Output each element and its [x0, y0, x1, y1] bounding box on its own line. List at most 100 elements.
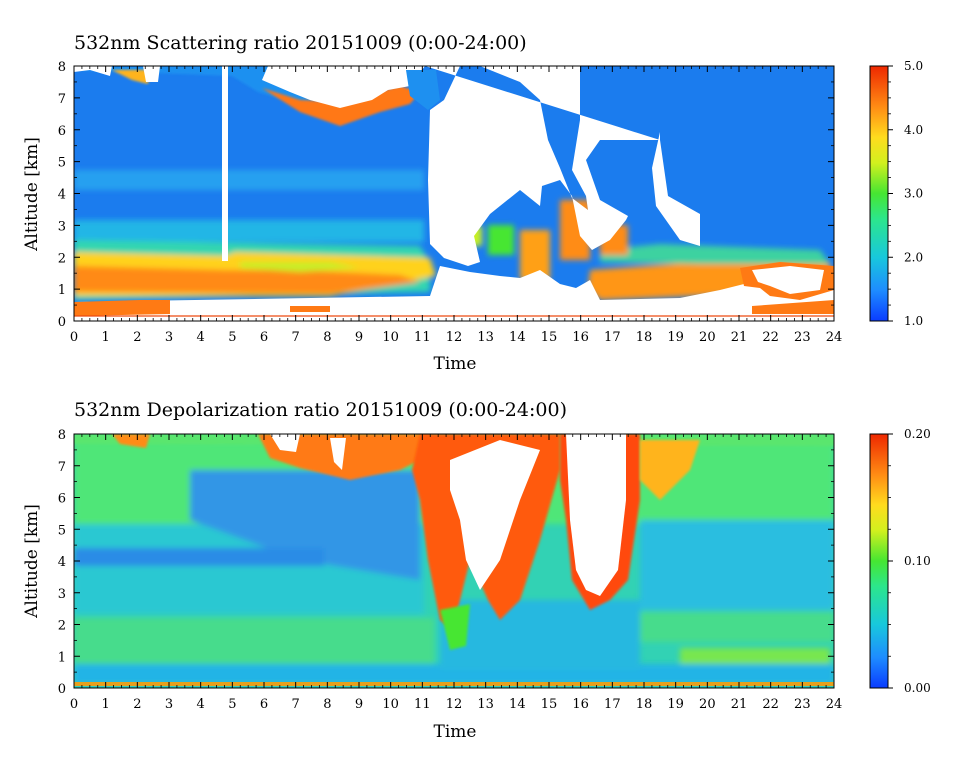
- x-tick-label: 4: [197, 697, 205, 712]
- x-tick-label: 21: [731, 330, 748, 345]
- scattering-heatmap: [74, 66, 834, 321]
- y-tick-label: 0: [58, 315, 66, 330]
- colorbar-tick-label: 0.00: [904, 681, 931, 695]
- x-tick-label: 9: [355, 330, 363, 345]
- depolarization-mask-clouds: [566, 434, 626, 596]
- scattering-colorbar: [869, 65, 889, 322]
- scattering-mask-gap: [222, 66, 228, 261]
- x-tick-label: 23: [794, 697, 811, 712]
- x-tick-label: 3: [165, 697, 173, 712]
- depolarization-title: 532nm Depolarization ratio 20151009 (0:0…: [74, 399, 567, 421]
- x-tick-label: 2: [133, 697, 141, 712]
- colorbar-tick-label: 0.10: [904, 554, 931, 568]
- x-tick-label: 22: [762, 697, 779, 712]
- depolarization-band: [640, 612, 834, 642]
- x-tick-label: 5: [228, 330, 236, 345]
- x-tick-label: 24: [826, 330, 843, 345]
- scattering-y-axis: 0 1 2 3 4 5 6 7 8: [58, 60, 834, 330]
- scattering-evening-edge: [600, 244, 830, 264]
- x-tick-label: 13: [477, 330, 494, 345]
- x-tick-label: 16: [572, 697, 589, 712]
- scattering-mask-clouds: [425, 66, 700, 266]
- y-tick-label: 8: [58, 60, 66, 75]
- depolarization-mask-clouds: [450, 440, 540, 590]
- x-tick-label: 20: [699, 330, 716, 345]
- x-tick-label: 10: [382, 330, 399, 345]
- x-tick-label: 0: [70, 330, 78, 345]
- x-tick-label: 2: [133, 330, 141, 345]
- x-tick-label: 0: [70, 697, 78, 712]
- x-tick-label: 12: [446, 697, 463, 712]
- x-tick-label: 15: [541, 330, 558, 345]
- scattering-mask-low-cloud: [752, 266, 824, 294]
- x-tick-label: 13: [477, 697, 494, 712]
- x-tick-label: 11: [414, 330, 431, 345]
- x-tick-label: 17: [604, 697, 621, 712]
- colorbar-tick-label: 1.0: [904, 314, 923, 328]
- x-tick-label: 4: [197, 330, 205, 345]
- y-tick-label: 8: [58, 428, 66, 443]
- scattering-y-label: Altitude [km]: [22, 137, 42, 252]
- x-tick-label: 7: [292, 330, 300, 345]
- x-tick-label: 9: [355, 697, 363, 712]
- scattering-mask-surface: [74, 266, 834, 321]
- y-tick-label: 1: [58, 650, 66, 665]
- x-tick-label: 1: [102, 697, 110, 712]
- colorbar-tick-label: 2.0: [904, 250, 923, 264]
- scattering-upper-layer: [406, 70, 440, 110]
- scattering-band: [74, 170, 424, 190]
- depolarization-x-label: Time: [434, 722, 477, 742]
- x-tick-label: 8: [323, 697, 331, 712]
- x-tick-label: 14: [509, 330, 526, 345]
- y-tick-label: 5: [58, 156, 66, 171]
- x-tick-label: 1: [102, 330, 110, 345]
- y-tick-label: 7: [58, 460, 66, 475]
- x-tick-label: 15: [541, 697, 558, 712]
- y-tick-label: 5: [58, 523, 66, 538]
- depolarization-cirrus: [258, 434, 430, 480]
- scattering-band: [74, 220, 424, 242]
- x-tick-label: 5: [228, 697, 236, 712]
- colorbar-tick-label: 0.20: [904, 427, 931, 441]
- depolarization-colorbar: [869, 433, 889, 689]
- depolarization-band: [680, 648, 830, 664]
- x-tick-label: 16: [572, 330, 589, 345]
- scattering-cloud: [520, 230, 550, 280]
- x-tick-label: 11: [414, 697, 431, 712]
- scattering-mask: [226, 66, 425, 108]
- scattering-panel: 532nm Scattering ratio 20151009 (0:00-24…: [22, 32, 923, 374]
- y-tick-label: 2: [58, 251, 66, 266]
- scattering-cloud: [488, 225, 514, 255]
- x-tick-label: 12: [446, 330, 463, 345]
- y-tick-label: 3: [58, 219, 66, 234]
- y-tick-label: 3: [58, 587, 66, 602]
- x-tick-label: 22: [762, 330, 779, 345]
- y-tick-label: 1: [58, 283, 66, 298]
- scattering-cirrus: [112, 70, 150, 84]
- depolarization-band: [440, 600, 640, 670]
- depolarization-cloud-base: [440, 604, 470, 650]
- depolarization-band: [74, 618, 434, 668]
- y-tick-label: 2: [58, 619, 66, 634]
- x-tick-label: 19: [667, 330, 684, 345]
- scattering-colorbar-ticks: 1.0 2.0 3.0 4.0 5.0: [888, 59, 923, 328]
- y-tick-label: 4: [58, 188, 66, 203]
- scattering-surface: [74, 300, 170, 316]
- depolarization-colorbar-ticks: 0.00 0.10 0.20: [888, 427, 931, 695]
- x-tick-label: 23: [794, 330, 811, 345]
- depolarization-mask: [270, 434, 300, 452]
- x-tick-label: 6: [260, 330, 268, 345]
- depolarization-heatmap: [74, 434, 834, 688]
- scattering-x-axis: 0 1 2 3 4 5 6 7 8 9 10 11 12 13 14 15 16 17 18 19 20 21 22 23 24: [70, 66, 842, 345]
- depolarization-mask: [330, 438, 346, 470]
- depolarization-panel: 532nm Depolarization ratio 20151009 (0:0…: [22, 399, 931, 742]
- scattering-surface: [752, 300, 834, 314]
- scattering-aerosol-core: [74, 266, 420, 294]
- colorbar-tick-label: 4.0: [904, 123, 923, 137]
- depolarization-band: [74, 548, 324, 566]
- scattering-x-label: Time: [434, 354, 477, 374]
- y-tick-label: 6: [58, 124, 66, 139]
- x-tick-label: 10: [382, 697, 399, 712]
- y-tick-label: 6: [58, 492, 66, 507]
- x-tick-label: 24: [826, 697, 843, 712]
